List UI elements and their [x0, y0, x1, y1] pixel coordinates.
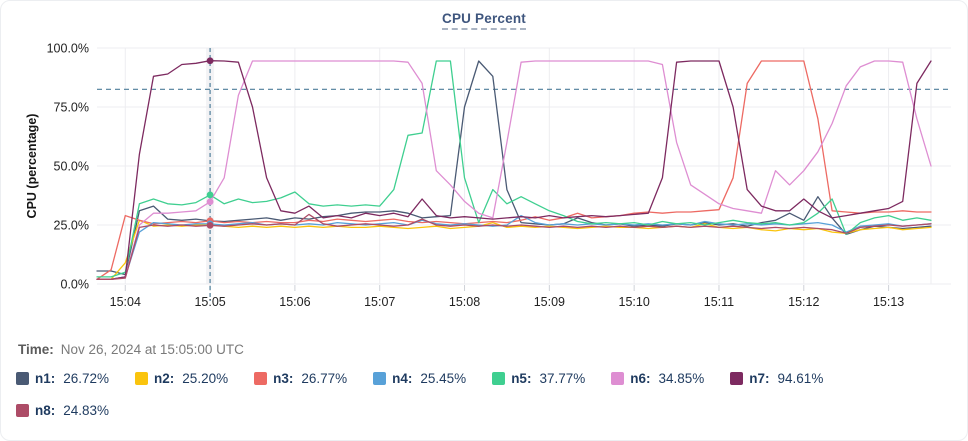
y-axis-title: CPU (percentage) — [25, 113, 39, 219]
legend-swatch-n4 — [373, 372, 387, 385]
legend-item-n2[interactable]: n2: 25.20% — [135, 369, 228, 388]
x-tick-label: 15:06 — [279, 295, 310, 309]
time-value: Nov 26, 2024 at 15:05:00 UTC — [60, 342, 244, 357]
marker-n6 — [206, 198, 214, 206]
x-tick-label: 15:12 — [788, 295, 819, 309]
legend-name: n2: — [154, 371, 175, 386]
legend-item-n4[interactable]: n4: 25.45% — [373, 369, 466, 388]
legend-name: n3: — [273, 371, 294, 386]
y-tick-label: 25.0% — [54, 219, 89, 233]
time-row: Time: Nov 26, 2024 at 15:05:00 UTC — [18, 342, 244, 357]
time-label: Time: — [18, 342, 54, 357]
legend-value: 26.77% — [301, 371, 348, 386]
legend-name: n5: — [511, 371, 532, 386]
chart-title[interactable]: CPU Percent — [442, 11, 526, 30]
plot-area[interactable] — [97, 48, 931, 284]
legend-item-n1[interactable]: n1: 26.72% — [16, 369, 109, 388]
series-line-n8 — [96, 213, 932, 280]
legend-item-n5[interactable]: n5: 37.77% — [492, 369, 585, 388]
marker-n7 — [206, 57, 214, 65]
marker-n5 — [206, 191, 214, 199]
series-line-n6 — [96, 60, 932, 280]
legend-name: n8: — [35, 403, 56, 418]
x-tick-label: 15:08 — [449, 295, 480, 309]
y-tick-label: 100.0% — [47, 42, 89, 56]
legend-row: n8: 24.83% — [16, 401, 947, 420]
legend-swatch-n7 — [730, 372, 744, 385]
legend-swatch-n5 — [492, 372, 506, 385]
chart-title-wrap: CPU Percent — [1, 10, 967, 30]
legend-value: 25.20% — [182, 371, 229, 386]
legend-swatch-n6 — [611, 372, 625, 385]
x-tick-label: 15:07 — [364, 295, 395, 309]
legend-value: 34.85% — [658, 371, 705, 386]
y-tick-label: 50.0% — [54, 160, 89, 174]
legend-name: n1: — [35, 371, 56, 386]
legend-name: n6: — [630, 371, 651, 386]
series-line-n5 — [96, 60, 932, 278]
legend-name: n4: — [392, 371, 413, 386]
legend-value: 37.77% — [539, 371, 586, 386]
legend-swatch-n8 — [16, 404, 29, 417]
legend-value: 26.72% — [63, 371, 110, 386]
x-tick-label: 15:13 — [873, 295, 904, 309]
legend-swatch-n3 — [254, 372, 268, 385]
legend-swatch-n2 — [135, 372, 149, 385]
legend-item-n3[interactable]: n3: 26.77% — [254, 369, 347, 388]
legend: n1: 26.72% n2: 25.20% n3: 26.77% n4: 25.45% n5: 3… — [16, 369, 947, 420]
x-tick-label: 15:05 — [194, 295, 225, 309]
legend-item-n7[interactable]: n7: 94.61% — [730, 369, 823, 388]
marker-n8 — [206, 222, 214, 229]
cpu-percent-chart: 0.0% 25.0% 50.0% 75.0% 100.0% 15:04 15:05 15:06… — [47, 42, 951, 309]
x-tick-label: 15:11 — [704, 295, 734, 309]
legend-swatch-n1 — [16, 372, 29, 385]
legend-value: 94.61% — [777, 371, 824, 386]
legend-value: 24.83% — [63, 403, 110, 418]
x-tick-label: 15:09 — [534, 295, 565, 309]
x-tick-label: 15:10 — [619, 295, 650, 309]
series-line-n1 — [96, 60, 932, 276]
y-tick-label: 0.0% — [61, 278, 90, 292]
series-line-n3 — [96, 60, 932, 280]
legend-item-n6[interactable]: n6: 34.85% — [611, 369, 704, 388]
legend-item-n8[interactable]: n8: 24.83% — [16, 401, 109, 420]
legend-row: n1: 26.72% n2: 25.20% n3: 26.77% n4: 25.45% n5: 3… — [16, 369, 947, 388]
legend-name: n7: — [749, 371, 770, 386]
y-tick-label: 75.0% — [54, 101, 89, 115]
series-line-n7 — [96, 60, 932, 280]
x-tick-label: 15:04 — [110, 295, 141, 309]
legend-value: 25.45% — [420, 371, 467, 386]
